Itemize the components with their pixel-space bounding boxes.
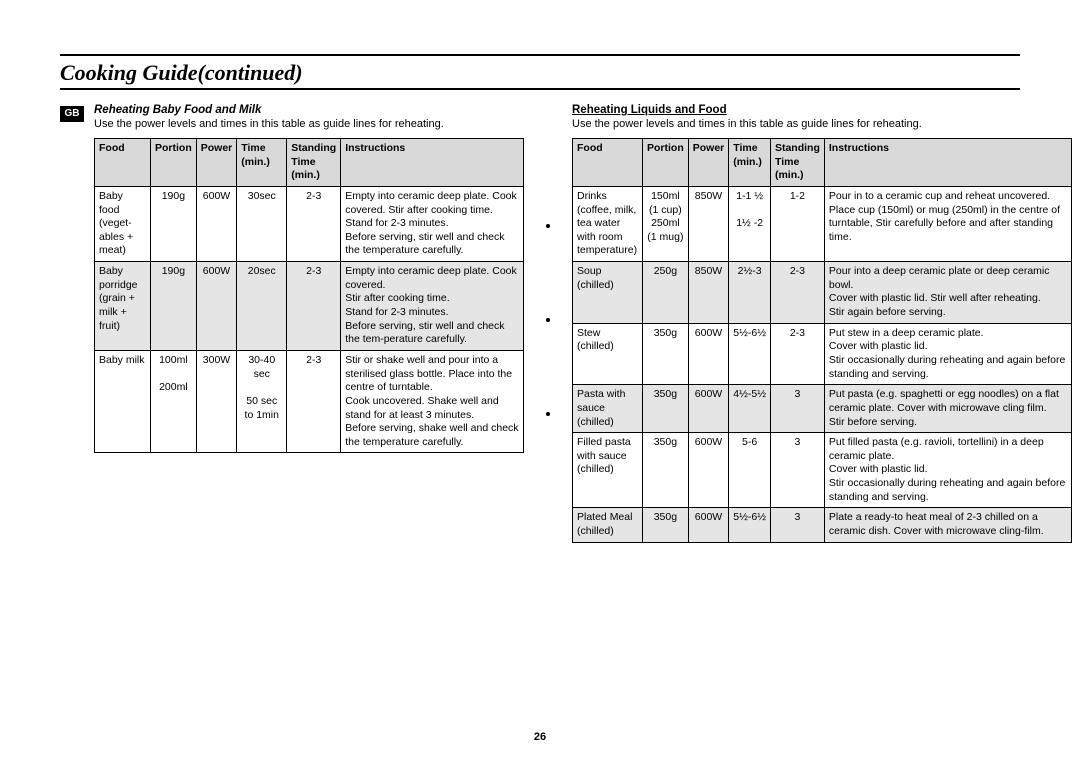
- th-food: Food: [573, 139, 643, 187]
- cell-time: 5½-6½: [729, 508, 771, 542]
- cell-food: Baby milk: [95, 350, 151, 452]
- content-row: GB Reheating Baby Food and Milk Use the …: [60, 104, 1020, 543]
- cell-portion: 350g: [643, 323, 689, 385]
- cell-portion: 350g: [643, 433, 689, 508]
- cell-time: 4½-5½: [729, 385, 771, 433]
- cell-time: 20sec: [237, 262, 287, 351]
- right-intro: Use the power levels and times in this t…: [572, 118, 1072, 130]
- cell-food: Baby porridge (grain + milk + fruit): [95, 262, 151, 351]
- cell-power: 850W: [688, 186, 729, 261]
- th-standing: Standing Time (min.): [770, 139, 824, 187]
- th-power: Power: [196, 139, 237, 187]
- cell-portion: 150ml (1 cup) 250ml (1 mug): [643, 186, 689, 261]
- cell-instructions: Empty into ceramic deep plate. Cook cove…: [341, 262, 524, 351]
- th-food: Food: [95, 139, 151, 187]
- cell-instructions: Stir or shake well and pour into a steri…: [341, 350, 524, 452]
- cell-power: 600W: [688, 433, 729, 508]
- cell-power: 600W: [196, 262, 237, 351]
- divider-dot: [546, 224, 550, 228]
- table-row: Soup (chilled)250g850W2½-32-3Pour into a…: [573, 262, 1072, 324]
- top-rule: [60, 54, 1020, 56]
- cell-instructions: Empty into ceramic deep plate. Cook cove…: [341, 186, 524, 261]
- cell-portion: 350g: [643, 385, 689, 433]
- cell-standing: 2-3: [287, 262, 341, 351]
- right-table: Food Portion Power Time (min.) Standing …: [572, 138, 1072, 543]
- cell-power: 600W: [688, 508, 729, 542]
- cell-power: 850W: [688, 262, 729, 324]
- cell-instructions: Pour in to a ceramic cup and reheat unco…: [824, 186, 1071, 261]
- cell-food: Filled pasta with sauce (chilled): [573, 433, 643, 508]
- cell-portion: 190g: [151, 262, 197, 351]
- th-portion: Portion: [643, 139, 689, 187]
- cell-portion: 350g: [643, 508, 689, 542]
- cell-portion: 250g: [643, 262, 689, 324]
- cell-power: 600W: [688, 385, 729, 433]
- th-instructions: Instructions: [824, 139, 1071, 187]
- cell-time: 2½-3: [729, 262, 771, 324]
- right-column: Reheating Liquids and Food Use the power…: [572, 104, 1072, 543]
- cell-power: 600W: [196, 186, 237, 261]
- cell-standing: 2-3: [287, 350, 341, 452]
- th-instructions: Instructions: [341, 139, 524, 187]
- table-row: Baby milk100ml 200ml300W30-40 sec 50 sec…: [95, 350, 524, 452]
- cell-time: 30sec: [237, 186, 287, 261]
- cell-standing: 3: [770, 508, 824, 542]
- cell-standing: 1-2: [770, 186, 824, 261]
- cell-time: 30-40 sec 50 sec to 1min: [237, 350, 287, 452]
- th-time: Time (min.): [729, 139, 771, 187]
- table-row: Drinks (coffee, milk, tea water with roo…: [573, 186, 1072, 261]
- cell-standing: 3: [770, 385, 824, 433]
- page-title: Cooking Guide(continued): [60, 58, 1020, 90]
- table-row: Stew (chilled)350g600W5½-6½2-3Put stew i…: [573, 323, 1072, 385]
- cell-instructions: Put pasta (e.g. spaghetti or egg noodles…: [824, 385, 1071, 433]
- table-row: Filled pasta with sauce (chilled)350g600…: [573, 433, 1072, 508]
- cell-instructions: Put filled pasta (e.g. ravioli, tortelli…: [824, 433, 1071, 508]
- right-heading: Reheating Liquids and Food: [572, 104, 1072, 116]
- cell-food: Soup (chilled): [573, 262, 643, 324]
- divider-dot: [546, 318, 550, 322]
- cell-food: Plated Meal (chilled): [573, 508, 643, 542]
- left-heading: Reheating Baby Food and Milk: [94, 104, 524, 116]
- table-row: Baby porridge (grain + milk + fruit)190g…: [95, 262, 524, 351]
- cell-power: 600W: [688, 323, 729, 385]
- cell-portion: 100ml 200ml: [151, 350, 197, 452]
- cell-food: Drinks (coffee, milk, tea water with roo…: [573, 186, 643, 261]
- th-time: Time (min.): [237, 139, 287, 187]
- country-badge: GB: [60, 106, 84, 122]
- cell-time: 5½-6½: [729, 323, 771, 385]
- cell-standing: 2-3: [770, 262, 824, 324]
- cell-food: Pasta with sauce (chilled): [573, 385, 643, 433]
- right-tbody: Drinks (coffee, milk, tea water with roo…: [573, 186, 1072, 542]
- cell-time: 1-1 ½ 1½ -2: [729, 186, 771, 261]
- column-divider: [534, 104, 562, 416]
- cell-standing: 2-3: [287, 186, 341, 261]
- cell-power: 300W: [196, 350, 237, 452]
- table-row: Baby food (veget-ables + meat)190g600W30…: [95, 186, 524, 261]
- cell-food: Stew (chilled): [573, 323, 643, 385]
- cell-portion: 190g: [151, 186, 197, 261]
- table-row: Plated Meal (chilled)350g600W5½-6½3Plate…: [573, 508, 1072, 542]
- left-tbody: Baby food (veget-ables + meat)190g600W30…: [95, 186, 524, 453]
- th-portion: Portion: [151, 139, 197, 187]
- th-power: Power: [688, 139, 729, 187]
- cell-time: 5-6: [729, 433, 771, 508]
- cell-food: Baby food (veget-ables + meat): [95, 186, 151, 261]
- left-intro: Use the power levels and times in this t…: [94, 118, 524, 130]
- cell-instructions: Plate a ready-to heat meal of 2-3 chille…: [824, 508, 1071, 542]
- cell-instructions: Put stew in a deep ceramic plate. Cover …: [824, 323, 1071, 385]
- table-row: Pasta with sauce (chilled)350g600W4½-5½3…: [573, 385, 1072, 433]
- cell-standing: 2-3: [770, 323, 824, 385]
- divider-dot: [546, 412, 550, 416]
- left-table: Food Portion Power Time (min.) Standing …: [94, 138, 524, 453]
- cell-standing: 3: [770, 433, 824, 508]
- left-column: Reheating Baby Food and Milk Use the pow…: [94, 104, 524, 453]
- cell-instructions: Pour into a deep ceramic plate or deep c…: [824, 262, 1071, 324]
- page: Cooking Guide(continued) GB Reheating Ba…: [0, 0, 1080, 763]
- th-standing: Standing Time (min.): [287, 139, 341, 187]
- page-number: 26: [534, 731, 546, 743]
